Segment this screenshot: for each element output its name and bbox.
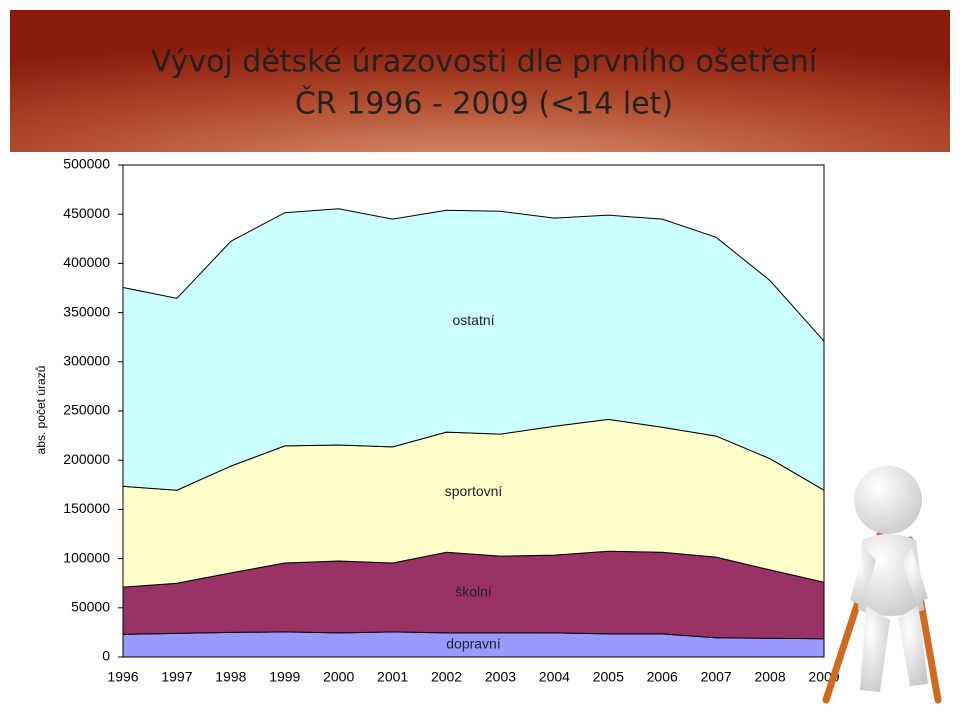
y-tick-label: 100000: [63, 549, 110, 565]
y-tick-label: 250000: [63, 402, 110, 418]
y-tick-label: 0: [102, 648, 110, 664]
x-tick-label: 2006: [647, 669, 678, 685]
x-tick-label: 1999: [269, 669, 300, 685]
x-tick-label: 2001: [377, 669, 408, 685]
y-tick-label: 150000: [63, 500, 110, 516]
plot: dopravní školní sportovní ostatní 0 50000 1000…: [63, 156, 839, 685]
x-tick-label: 2005: [593, 669, 624, 685]
chart-title: Vývoj dětské úrazovosti dle prvního ošet…: [151, 45, 819, 80]
x-tick-label: 2007: [701, 669, 732, 685]
y-tick-label: 500000: [63, 156, 110, 172]
x-tick-label: 2003: [485, 669, 516, 685]
x-tick-label: 2004: [539, 669, 570, 685]
series-label: sportovní: [445, 483, 503, 499]
y-tick-label: 350000: [63, 303, 110, 319]
x-tick-label: 1996: [107, 669, 138, 685]
x-tick-label: 2008: [754, 669, 785, 685]
series-label: ostatní: [452, 312, 494, 328]
x-tick-label: 1997: [161, 669, 192, 685]
y-tick-label: 450000: [63, 205, 110, 221]
y-axis-label: abs. počet úrazů: [34, 366, 48, 455]
y-tick-label: 200000: [63, 451, 110, 467]
figure-with-crutches: [822, 466, 942, 704]
y-tick-label: 300000: [63, 353, 110, 369]
x-tick-label: 1998: [215, 669, 246, 685]
series-label: dopravní: [446, 636, 501, 652]
y-tick-label: 50000: [71, 599, 110, 615]
series-label: školní: [455, 583, 492, 599]
chart-subtitle: ČR 1996 - 2009 (<14 let): [295, 85, 673, 122]
title-banner: [10, 10, 950, 152]
y-tick-label: 400000: [63, 254, 110, 270]
x-tick-label: 2002: [431, 669, 462, 685]
x-tick-label: 2000: [323, 669, 354, 685]
